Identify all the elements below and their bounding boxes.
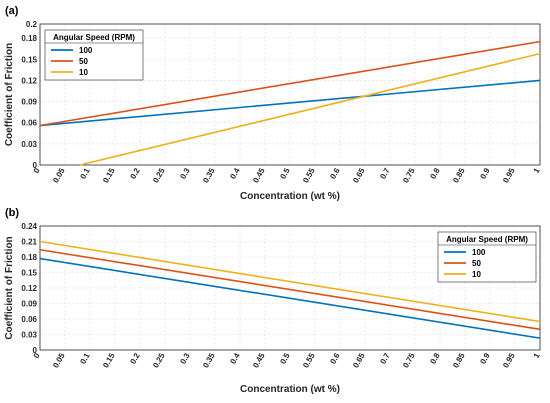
legend-title: Angular Speed (RPM): [446, 235, 528, 244]
chart-panel-a: (a) 0 0.03 0.06 0.09 0.12 0.15 0.18 0.2 0 0.05 0.1 0…: [4, 5, 542, 202]
x-tick-label: 0.3: [178, 166, 192, 181]
x-tick-label: 0.6: [328, 166, 342, 181]
legend-entry-10: 10: [472, 270, 481, 279]
y-tick-label: 0.24: [21, 222, 37, 231]
x-tick-label: 0.35: [201, 351, 217, 369]
y-tick-label: 0.2: [26, 20, 38, 29]
x-tick-label: 0.9: [478, 166, 492, 181]
y-tick-label: 0.12: [21, 284, 37, 293]
series-line-10: [39, 240, 541, 323]
y-tick-label: 0.15: [21, 269, 37, 278]
legend-title: Angular Speed (RPM): [53, 33, 135, 42]
x-tick-label: 1: [532, 351, 542, 360]
y-tick-label: 0.03: [21, 331, 37, 340]
x-tick-label: 0.25: [151, 351, 167, 369]
y-tick-label: 0.06: [21, 315, 37, 324]
y-tick-label: 0: [33, 346, 38, 355]
x-tick-label: 0.8: [428, 351, 442, 366]
series-line-50: [39, 248, 541, 331]
y-axis-label: Coefficient of Friction: [4, 43, 15, 146]
y-axis-label: Coefficient of Friction: [4, 236, 15, 339]
series-line-100: [39, 79, 541, 127]
x-tick-label: 0.15: [101, 166, 117, 184]
legend-entry-100: 100: [472, 248, 486, 257]
x-tick-label: 0.65: [351, 166, 367, 184]
plot-frame: [39, 225, 541, 351]
x-tick-label: 0.55: [301, 166, 317, 184]
x-tick-label: 0.7: [378, 351, 392, 366]
y-tick-label: 0.18: [21, 34, 37, 43]
x-tick-label: 0.45: [251, 166, 267, 184]
x-tick-label: 0.6: [328, 351, 342, 366]
x-tick-label: 0.1: [78, 166, 92, 181]
series-line-50: [39, 40, 541, 127]
x-tick-label: 0.9: [478, 351, 492, 366]
x-tick-label: 0.85: [451, 166, 467, 184]
y-tick-label: 0.21: [21, 238, 37, 247]
x-tick-label: 0.4: [228, 351, 242, 366]
x-tick-label: 0: [32, 166, 42, 175]
x-tick-label: 0.15: [101, 351, 117, 369]
panel-label: (b): [5, 207, 19, 219]
x-tick-label: 0.2: [128, 166, 142, 181]
x-tick-label: 0.75: [401, 166, 417, 184]
x-tick-label: 0.05: [51, 166, 67, 184]
x-tick-label: 0.95: [501, 351, 517, 369]
x-tick-label: 0.3: [178, 351, 192, 366]
chart-panel-b: (b)00.030.060.090.120.150.180.210.240 0.0…: [4, 207, 542, 395]
legend-entry-100: 100: [79, 46, 93, 55]
x-tick-label: 0.1: [78, 351, 92, 366]
x-tick-label: 0.05: [51, 351, 67, 369]
x-tick-label: 0.8: [428, 166, 442, 181]
x-tick-label: 0.25: [151, 166, 167, 184]
legend-entry-50: 50: [79, 57, 88, 66]
x-tick-label: 0.45: [251, 351, 267, 369]
legend: Angular Speed (RPM) 100 50 10: [44, 29, 144, 81]
x-axis-label: Concentration (wt %): [240, 191, 340, 202]
x-tick-label: 0.2: [128, 351, 142, 366]
plot-frame: [39, 23, 541, 166]
y-tick-label: 0.15: [21, 55, 37, 64]
x-tick-label: 0.55: [301, 351, 317, 369]
series-line-10: [79, 52, 541, 166]
x-axis-label: Concentration (wt %): [240, 384, 340, 395]
x-tick-label: 1: [532, 166, 542, 175]
x-tick-label: 0.5: [278, 351, 292, 366]
x-tick-label: 0.35: [201, 166, 217, 184]
y-tick-label: 0.09: [21, 98, 37, 107]
y-tick-label: 0.18: [21, 253, 37, 262]
x-tick-label: 0.75: [401, 351, 417, 369]
x-tick-label: 0.85: [451, 351, 467, 369]
legend-entry-50: 50: [472, 259, 481, 268]
legend: Angular Speed (RPM) 100 50 10: [437, 231, 537, 283]
legend-entry-10: 10: [79, 68, 88, 77]
series-line-100: [39, 257, 541, 339]
y-tick-label: 0: [33, 161, 38, 170]
x-tick-label: 0.4: [228, 166, 242, 181]
x-tick-label: 0.95: [501, 166, 517, 184]
y-tick-label: 0.12: [21, 76, 37, 85]
x-tick-label: 0.7: [378, 166, 392, 181]
x-tick-label: 0.65: [351, 351, 367, 369]
x-tick-label: 0: [32, 351, 42, 360]
y-tick-label: 0.06: [21, 119, 37, 128]
y-tick-label: 0.03: [21, 140, 37, 149]
y-tick-label: 0.09: [21, 300, 37, 309]
x-tick-label: 0.5: [278, 166, 292, 181]
panel-label: (a): [5, 5, 19, 17]
